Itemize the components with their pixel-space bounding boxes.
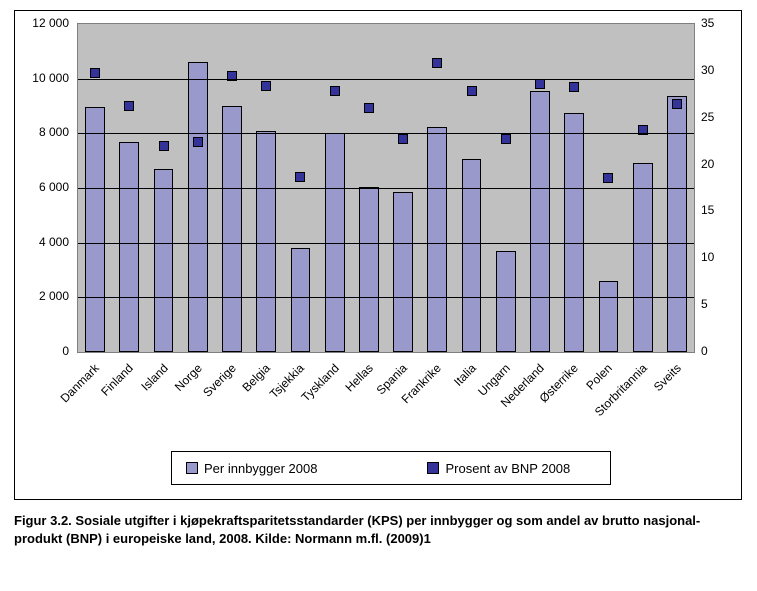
- marker: [398, 134, 408, 144]
- y-right-tick: 10: [701, 251, 741, 263]
- y-left-tick: 4 000: [15, 236, 69, 248]
- x-category-label: Island: [138, 361, 171, 394]
- legend-swatch-bar: [186, 462, 198, 474]
- marker: [603, 173, 613, 183]
- y-right-tick: 5: [701, 298, 741, 310]
- x-category-label: Danmark: [58, 361, 102, 405]
- y-right-tick: 25: [701, 111, 741, 123]
- marker: [569, 82, 579, 92]
- x-category-label: Sverige: [200, 361, 239, 400]
- gridline: [78, 133, 694, 134]
- legend: Per innbygger 2008 Prosent av BNP 2008: [171, 451, 611, 485]
- x-category-label: Hellas: [342, 361, 375, 394]
- y-axis-left: 02 0004 0006 0008 00010 00012 000: [15, 23, 75, 353]
- marker: [124, 101, 134, 111]
- marker: [432, 58, 442, 68]
- gridline: [78, 243, 694, 244]
- marker: [261, 81, 271, 91]
- marker: [535, 79, 545, 89]
- y-left-tick: 0: [15, 345, 69, 357]
- y-right-tick: 35: [701, 17, 741, 29]
- legend-item-bars: Per innbygger 2008: [186, 461, 317, 476]
- y-left-tick: 10 000: [15, 72, 69, 84]
- y-right-tick: 15: [701, 204, 741, 216]
- gridline: [78, 188, 694, 189]
- marker: [159, 141, 169, 151]
- marker: [501, 134, 511, 144]
- plot-area: [77, 23, 695, 353]
- y-right-tick: 20: [701, 158, 741, 170]
- marker: [295, 172, 305, 182]
- legend-item-markers: Prosent av BNP 2008: [427, 461, 570, 476]
- marker: [364, 103, 374, 113]
- y-left-tick: 12 000: [15, 17, 69, 29]
- chart-frame: 0 2 000 4 000 6 000 8 000 10 000 12 000 0 5 10 15…: [14, 10, 742, 500]
- marker: [330, 86, 340, 96]
- marker: [467, 86, 477, 96]
- legend-label-markers: Prosent av BNP 2008: [445, 461, 570, 476]
- legend-label-bars: Per innbygger 2008: [204, 461, 317, 476]
- x-axis-labels: DanmarkFinlandIslandNorgeSverigeBelgiaTs…: [77, 355, 695, 445]
- x-category-label: Polen: [584, 361, 616, 393]
- y-right-tick: 0: [701, 345, 741, 357]
- gridline: [78, 297, 694, 298]
- y-right-tick: 30: [701, 64, 741, 76]
- x-category-label: Finland: [98, 361, 136, 399]
- legend-swatch-marker: [427, 462, 439, 474]
- y-axis-right: 05101520253035: [697, 23, 741, 353]
- gridline: [78, 79, 694, 80]
- y-left-tick: 6 000: [15, 181, 69, 193]
- marker: [90, 68, 100, 78]
- figure-caption: Figur 3.2. Sosiale utgifter i kjøpekraft…: [14, 512, 742, 547]
- x-category-label: Italia: [451, 361, 479, 389]
- y-left-tick: 8 000: [15, 126, 69, 138]
- y-left-tick: 2 000: [15, 290, 69, 302]
- marker: [672, 99, 682, 109]
- x-category-label: Sveits: [651, 361, 684, 394]
- marker: [193, 137, 203, 147]
